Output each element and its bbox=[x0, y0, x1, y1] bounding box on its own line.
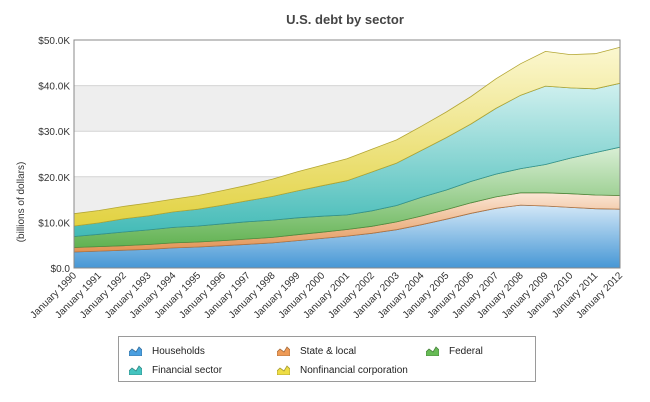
series-areas bbox=[73, 46, 621, 269]
y-tick-label: $50.0K bbox=[38, 36, 70, 47]
series-swatch-icon bbox=[277, 365, 290, 375]
legend-label: Federal bbox=[449, 345, 483, 357]
chart-title: U.S. debt by sector bbox=[286, 12, 404, 27]
y-tick-label: $0.0 bbox=[51, 264, 71, 275]
legend-swatch-icon bbox=[277, 365, 290, 375]
y-axis-label: (billions of dollars) bbox=[16, 162, 27, 243]
legend-swatch-icon bbox=[426, 346, 439, 356]
series-swatch-icon bbox=[277, 346, 290, 356]
legend-label: Nonfinancial corporation bbox=[300, 364, 408, 376]
series-swatch-icon bbox=[426, 346, 439, 356]
legend-swatch-icon bbox=[277, 346, 290, 356]
legend-item-state-local[interactable]: State & local bbox=[277, 344, 356, 358]
legend-label: Financial sector bbox=[152, 364, 223, 376]
legend-item-federal[interactable]: Federal bbox=[426, 344, 483, 358]
plot-frame bbox=[73, 39, 621, 269]
y-tick-label: $30.0K bbox=[38, 127, 70, 138]
legend-swatch-icon bbox=[129, 346, 142, 356]
y-tick-label: $40.0K bbox=[38, 82, 70, 93]
legend-item-financial-sector[interactable]: Financial sector bbox=[129, 363, 222, 377]
series-swatch-icon bbox=[129, 346, 142, 356]
series-swatch-icon bbox=[129, 365, 142, 375]
legend-swatch-icon bbox=[129, 365, 142, 375]
y-tick-label: $20.0K bbox=[38, 173, 70, 184]
y-tick-labels: $0.0 $10.0K $20.0K $30.0K $40.0K $50.0K bbox=[38, 36, 70, 275]
legend-item-households[interactable]: Households bbox=[129, 344, 205, 358]
legend-label: State & local bbox=[300, 345, 357, 357]
legend: Households State & local Federal Financi… bbox=[118, 336, 536, 382]
legend-item-nonfinancial-corporation[interactable]: Nonfinancial corporation bbox=[277, 363, 408, 377]
y-tick-label: $10.0K bbox=[38, 218, 70, 229]
legend-label: Households bbox=[152, 345, 205, 357]
